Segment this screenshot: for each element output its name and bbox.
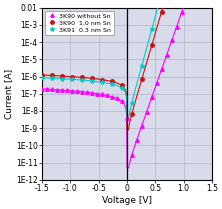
Y-axis label: Current [A]: Current [A]: [4, 69, 13, 119]
3K90 without Sn: [165, 54, 168, 56]
3K90 without Sn: [110, 95, 113, 98]
Line: 3K90 without Sn: 3K90 without Sn: [40, 0, 214, 157]
3K90 without Sn: [70, 90, 73, 92]
3K91  0.3 nm Sn: [101, 81, 103, 83]
Line: 3K90  1.0 nm Sn: 3K90 1.0 nm Sn: [40, 0, 214, 116]
3K90 without Sn: [61, 89, 63, 91]
3K90  1.0 nm Sn: [101, 78, 103, 81]
3K91  0.3 nm Sn: [70, 78, 73, 80]
3K90 without Sn: [85, 91, 88, 94]
3K90 without Sn: [101, 93, 103, 96]
3K90 without Sn: [131, 154, 133, 156]
3K90 without Sn: [115, 97, 118, 100]
3K90 without Sn: [125, 116, 128, 119]
3K91  0.3 nm Sn: [80, 79, 83, 81]
3K90  1.0 nm Sn: [150, 44, 153, 47]
3K91  0.3 nm Sn: [131, 101, 133, 104]
3K90 without Sn: [141, 124, 143, 127]
3K90 without Sn: [75, 90, 78, 93]
3K90 without Sn: [145, 111, 148, 113]
3K90 without Sn: [41, 88, 43, 90]
3K91  0.3 nm Sn: [41, 76, 43, 79]
3K90 without Sn: [180, 11, 183, 13]
3K91  0.3 nm Sn: [110, 83, 113, 85]
3K90 without Sn: [91, 92, 93, 94]
3K90 without Sn: [46, 88, 48, 90]
3K90  1.0 nm Sn: [41, 74, 43, 76]
3K90 without Sn: [66, 89, 68, 92]
3K90  1.0 nm Sn: [120, 84, 123, 87]
3K90 without Sn: [51, 88, 53, 91]
Legend: 3K90 without Sn, 3K90  1.0 nm Sn, 3K91  0.3 nm Sn: 3K90 without Sn, 3K90 1.0 nm Sn, 3K91 0.…: [45, 11, 114, 35]
3K90 without Sn: [56, 89, 58, 91]
3K91  0.3 nm Sn: [141, 64, 143, 67]
3K91  0.3 nm Sn: [150, 28, 153, 31]
3K90  1.0 nm Sn: [51, 74, 53, 77]
3K90 without Sn: [150, 96, 153, 99]
3K90 without Sn: [135, 139, 138, 141]
3K90  1.0 nm Sn: [80, 76, 83, 79]
3K90 without Sn: [170, 39, 173, 42]
3K91  0.3 nm Sn: [91, 80, 93, 82]
X-axis label: Voltage [V]: Voltage [V]: [102, 196, 152, 205]
3K90  1.0 nm Sn: [141, 78, 143, 80]
3K91  0.3 nm Sn: [51, 77, 53, 79]
3K90 without Sn: [106, 94, 108, 97]
3K90  1.0 nm Sn: [131, 113, 133, 115]
3K90 without Sn: [160, 68, 163, 70]
3K90  1.0 nm Sn: [160, 10, 163, 13]
3K91  0.3 nm Sn: [120, 87, 123, 89]
3K91  0.3 nm Sn: [61, 77, 63, 80]
3K90  1.0 nm Sn: [91, 77, 93, 80]
Line: 3K91  0.3 nm Sn: 3K91 0.3 nm Sn: [40, 0, 214, 105]
3K90 without Sn: [80, 90, 83, 93]
3K90 without Sn: [95, 92, 98, 95]
3K90 without Sn: [155, 82, 158, 84]
3K90  1.0 nm Sn: [61, 75, 63, 77]
3K90  1.0 nm Sn: [70, 75, 73, 78]
3K90  1.0 nm Sn: [110, 80, 113, 83]
3K90 without Sn: [120, 100, 123, 103]
3K90 without Sn: [175, 25, 178, 28]
